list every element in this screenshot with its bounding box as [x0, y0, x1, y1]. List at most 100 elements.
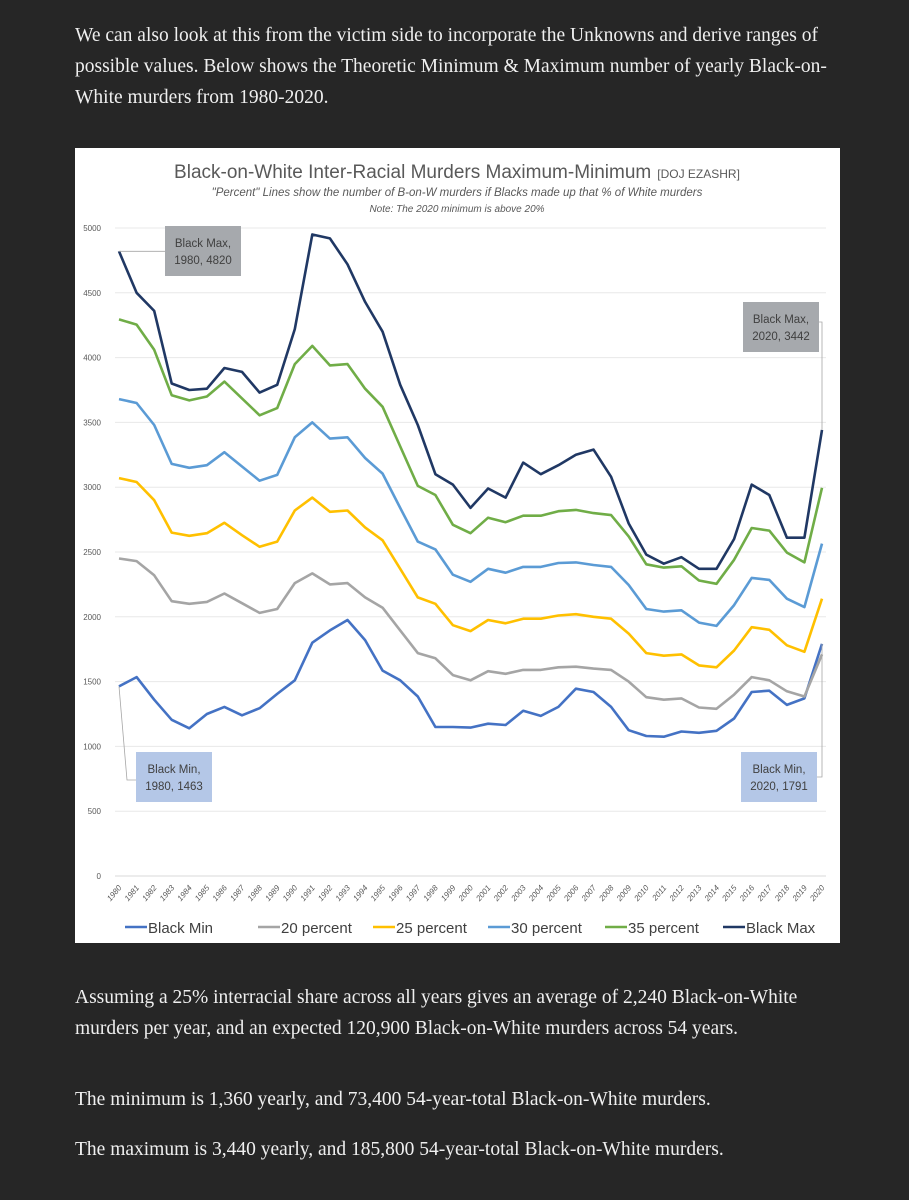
chart-title: Black-on-White Inter-Racial Murders Maxi… — [174, 162, 740, 183]
annotation-callout: Black Min, 2020, 1791 — [741, 643, 823, 802]
y-tick-label: 4500 — [83, 289, 101, 298]
annotation-box — [741, 752, 817, 802]
x-tick-label: 1992 — [316, 883, 335, 903]
annotation-text: Black Min, — [752, 764, 805, 776]
x-tick-label: 1987 — [228, 883, 247, 903]
annotation-text: 1980, 1463 — [145, 781, 203, 793]
x-tick-label: 2006 — [562, 883, 581, 904]
annotation-text: Black Min, — [147, 764, 200, 776]
x-tick-label: 2000 — [456, 883, 475, 904]
annotation-box — [743, 302, 819, 352]
legend-label: 25 percent — [396, 920, 468, 937]
annotation-callout: Black Max, 2020, 3442 — [743, 302, 823, 430]
y-tick-label: 1500 — [83, 678, 101, 687]
x-tick-label: 2013 — [685, 883, 704, 904]
line-chart: Black-on-White Inter-Racial Murders Maxi… — [83, 162, 827, 937]
x-tick-label: 1980 — [105, 883, 124, 903]
y-tick-label: 2000 — [83, 613, 101, 622]
legend-item: 20 percent — [258, 920, 353, 937]
x-tick-label: 1997 — [404, 883, 423, 903]
y-tick-label: 4000 — [83, 354, 101, 363]
x-tick-label: 1981 — [123, 884, 141, 903]
annotation-text: Black Max, — [175, 238, 231, 250]
legend-label: 30 percent — [511, 920, 583, 937]
legend-item: Black Min — [125, 920, 213, 937]
x-tick-label: 1996 — [386, 883, 405, 903]
legend-label: Black Max — [746, 920, 816, 937]
x-tick-label: 2015 — [720, 883, 739, 904]
x-tick-label: 1994 — [351, 883, 370, 903]
annotation-text: 2020, 3442 — [752, 331, 810, 343]
x-tick-label: 1989 — [263, 883, 282, 903]
y-tick-label: 0 — [97, 872, 102, 881]
x-tick-label: 1982 — [140, 883, 159, 903]
annotation-box — [136, 752, 212, 802]
annotation-text: 1980, 4820 — [174, 255, 232, 267]
series-line-30-percent — [118, 397, 824, 628]
series-line-black-max — [117, 233, 824, 571]
chart-note: Note: The 2020 minimum is above 20% — [369, 204, 544, 215]
maximum-paragraph: The maximum is 3,440 yearly, and 185,800… — [75, 1139, 724, 1160]
gridlines — [115, 227, 826, 877]
x-tick-label: 1999 — [439, 883, 458, 903]
annotation-callout: Black Min, 1980, 1463 — [118, 686, 212, 802]
series-line-black-min — [118, 618, 824, 739]
series-line-25-percent — [118, 476, 824, 669]
x-tick-label: 2019 — [790, 883, 809, 904]
legend-item: 35 percent — [605, 920, 700, 937]
x-tick-label: 1988 — [246, 883, 265, 903]
x-tick-label: 2016 — [737, 883, 756, 904]
assumption-paragraph: Assuming a 25% interracial share across … — [75, 987, 798, 1039]
x-tick-label: 1993 — [334, 883, 353, 903]
x-tick-label: 1983 — [158, 883, 177, 903]
y-axis-ticks: 0 500 1000 1500 2000 2500 3000 3500 4000 4500 5000 — [83, 224, 101, 881]
x-tick-label: 1990 — [281, 883, 300, 903]
y-tick-label: 2500 — [83, 548, 101, 557]
annotations: Black Max, 1980, 4820 Black Max, 2020, 3442… — [118, 226, 823, 802]
x-tick-label: 2020 — [808, 883, 827, 904]
annotation-text: 2020, 1791 — [750, 781, 808, 793]
legend-item: 30 percent — [488, 920, 583, 937]
chart-subtitle: "Percent" Lines show the number of B-on-… — [212, 187, 703, 199]
x-tick-label: 2001 — [474, 884, 493, 904]
legend-label: Black Min — [148, 920, 213, 937]
y-tick-label: 3000 — [83, 483, 101, 492]
x-tick-label: 2018 — [772, 883, 791, 904]
annotation-text: Black Max, — [753, 314, 809, 326]
annotation-box — [165, 226, 241, 276]
x-tick-label: 2002 — [491, 883, 510, 904]
x-tick-label: 2008 — [597, 883, 616, 904]
y-tick-label: 5000 — [83, 224, 101, 233]
x-tick-label: 2011 — [650, 884, 669, 904]
legend: Black Min 20 percent 25 percent 30 percent 3… — [125, 920, 816, 937]
series-line-35-percent — [118, 318, 824, 586]
annotation-callout: Black Max, 1980, 4820 — [119, 226, 241, 276]
x-tick-label: 1986 — [211, 883, 230, 903]
x-tick-label: 1995 — [369, 883, 388, 903]
series-line-20-percent — [118, 557, 824, 711]
legend-label: 20 percent — [281, 920, 353, 937]
minimum-paragraph: The minimum is 1,360 yearly, and 73,400 … — [75, 1089, 711, 1110]
x-tick-label: 2004 — [526, 883, 545, 904]
intro-paragraph: We can also look at this from the victim… — [75, 25, 827, 108]
x-tick-label: 2012 — [667, 883, 686, 904]
legend-item: Black Max — [723, 920, 816, 937]
legend-item: 25 percent — [373, 920, 468, 937]
y-tick-label: 3500 — [83, 418, 101, 427]
x-tick-label: 2009 — [614, 883, 633, 904]
y-tick-label: 1000 — [83, 742, 101, 751]
y-tick-label: 500 — [88, 807, 102, 816]
series-lines — [117, 233, 824, 739]
x-tick-label: 1998 — [422, 883, 441, 903]
x-axis-ticks: 1980 1981 1982 1983 1984 1985 1986 1987 1988 1989… — [105, 883, 827, 904]
x-tick-label: 2003 — [509, 883, 528, 904]
x-tick-label: 2014 — [702, 883, 721, 904]
x-tick-label: 2010 — [632, 883, 651, 904]
chart-figure: Black-on-White Inter-Racial Murders Maxi… — [75, 148, 840, 943]
legend-label: 35 percent — [628, 920, 700, 937]
x-tick-label: 1985 — [193, 883, 212, 903]
x-tick-label: 2007 — [579, 883, 598, 904]
x-tick-label: 2017 — [755, 883, 774, 904]
x-tick-label: 2005 — [544, 883, 563, 904]
x-tick-label: 1991 — [299, 884, 317, 903]
